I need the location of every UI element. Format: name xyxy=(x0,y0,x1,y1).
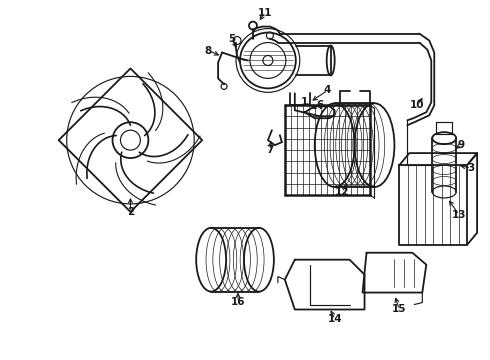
Text: 4: 4 xyxy=(324,85,331,95)
Text: 15: 15 xyxy=(392,305,407,315)
Text: 6: 6 xyxy=(316,100,323,110)
Text: 13: 13 xyxy=(452,210,466,220)
Text: 8: 8 xyxy=(204,45,212,55)
Text: 2: 2 xyxy=(127,207,134,217)
Text: 5: 5 xyxy=(228,33,236,44)
Text: 10: 10 xyxy=(410,100,424,110)
Text: 14: 14 xyxy=(327,314,342,324)
Text: 3: 3 xyxy=(467,163,475,173)
Text: 11: 11 xyxy=(258,8,272,18)
Text: 7: 7 xyxy=(266,145,273,155)
Text: 16: 16 xyxy=(231,297,245,306)
Text: 12: 12 xyxy=(334,187,349,197)
Text: 1: 1 xyxy=(301,97,308,107)
Text: 9: 9 xyxy=(458,140,465,150)
